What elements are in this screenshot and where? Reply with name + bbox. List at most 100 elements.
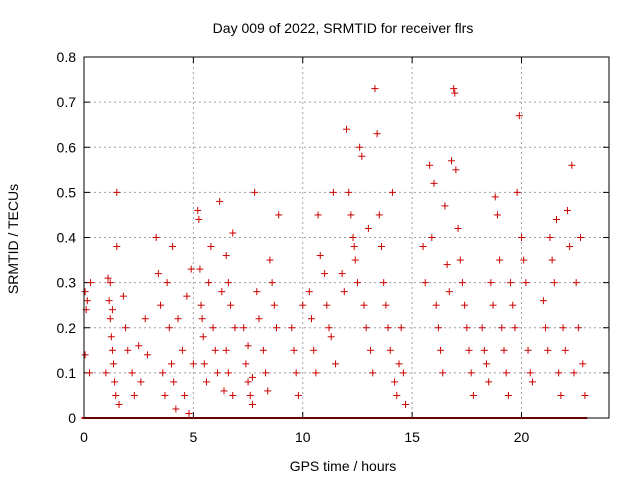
data-point [244, 342, 252, 350]
data-point [135, 342, 143, 350]
data-point [161, 391, 169, 399]
data-point [399, 369, 407, 377]
x-tick-label: 5 [189, 429, 197, 445]
data-point [539, 297, 547, 305]
data-point [437, 346, 445, 354]
grid [84, 57, 609, 418]
data-point [157, 301, 165, 309]
data-point [211, 346, 219, 354]
data-point [382, 301, 390, 309]
y-tick-label: 0.6 [57, 139, 77, 155]
data-point [478, 324, 486, 332]
data-point [216, 197, 224, 205]
data-point [574, 324, 582, 332]
data-point [203, 378, 210, 386]
data-point [231, 324, 239, 332]
y-tick-label: 0.8 [57, 49, 77, 65]
data-point [373, 130, 381, 138]
data-point [353, 279, 361, 287]
data-point [371, 85, 379, 93]
data-point [329, 188, 337, 196]
data-point [491, 193, 499, 201]
data-point [310, 346, 318, 354]
data-point [253, 288, 261, 296]
data-point [224, 279, 232, 287]
data-point [463, 324, 471, 332]
data-point [197, 301, 205, 309]
data-point [185, 409, 193, 417]
data-point [137, 378, 145, 386]
data-point [128, 369, 136, 377]
data-point [439, 369, 447, 377]
y-tick-label: 0 [68, 410, 76, 426]
data-point [240, 324, 248, 332]
data-point [152, 234, 160, 241]
data-point [338, 270, 346, 278]
data-point [273, 324, 280, 332]
data-point [345, 188, 353, 196]
data-point [349, 234, 357, 241]
data-point [229, 391, 237, 399]
data-point [432, 301, 440, 309]
data-point [456, 256, 464, 264]
data-point [275, 211, 283, 219]
data-point [83, 297, 91, 305]
data-point [461, 301, 469, 309]
data-point [391, 378, 399, 386]
y-tick-label: 0.4 [57, 230, 77, 246]
data-point [270, 301, 278, 309]
data-point [169, 243, 177, 251]
data-point [428, 234, 436, 241]
data-point [87, 279, 95, 287]
data-point [81, 288, 89, 296]
data-point [325, 324, 333, 332]
data-point [222, 252, 230, 260]
data-point [141, 315, 149, 323]
data-point [465, 346, 473, 354]
data-point [509, 301, 517, 309]
x-tick-label: 0 [80, 429, 88, 445]
data-point [255, 315, 263, 323]
data-point [187, 265, 195, 273]
data-point [572, 279, 580, 287]
data-point [183, 292, 191, 300]
data-point [251, 188, 259, 196]
data-point [451, 89, 459, 97]
x-tick-label: 20 [514, 429, 530, 445]
data-point [553, 215, 560, 223]
data-point [288, 324, 296, 332]
data-point [205, 279, 213, 287]
data-point [163, 279, 171, 287]
data-point [515, 112, 523, 120]
data-point [507, 279, 515, 287]
y-tick-label: 0.3 [57, 275, 77, 291]
data-point [224, 369, 232, 377]
data-point [292, 369, 300, 377]
data-point [375, 211, 383, 219]
data-point [496, 256, 504, 264]
data-point [430, 179, 438, 187]
data-point [364, 224, 372, 232]
data-point [108, 306, 116, 314]
data-point [360, 301, 368, 309]
data-point [469, 391, 477, 399]
data-point [513, 188, 521, 196]
data-point [443, 261, 451, 269]
data-point [441, 202, 449, 210]
y-axis-label: SRMTID / TECUs [5, 184, 21, 294]
data-point [544, 346, 552, 354]
data-point [181, 391, 189, 399]
y-tick-label: 0.1 [57, 365, 77, 381]
data-point [259, 346, 267, 354]
data-point [388, 188, 396, 196]
data-point [165, 324, 173, 332]
data-point [85, 369, 93, 377]
data-point [367, 346, 375, 354]
data-point [561, 346, 569, 354]
data-point [189, 360, 197, 368]
data-point [350, 243, 358, 251]
data-point [419, 243, 427, 251]
data-point [130, 391, 138, 399]
data-point [178, 346, 186, 354]
